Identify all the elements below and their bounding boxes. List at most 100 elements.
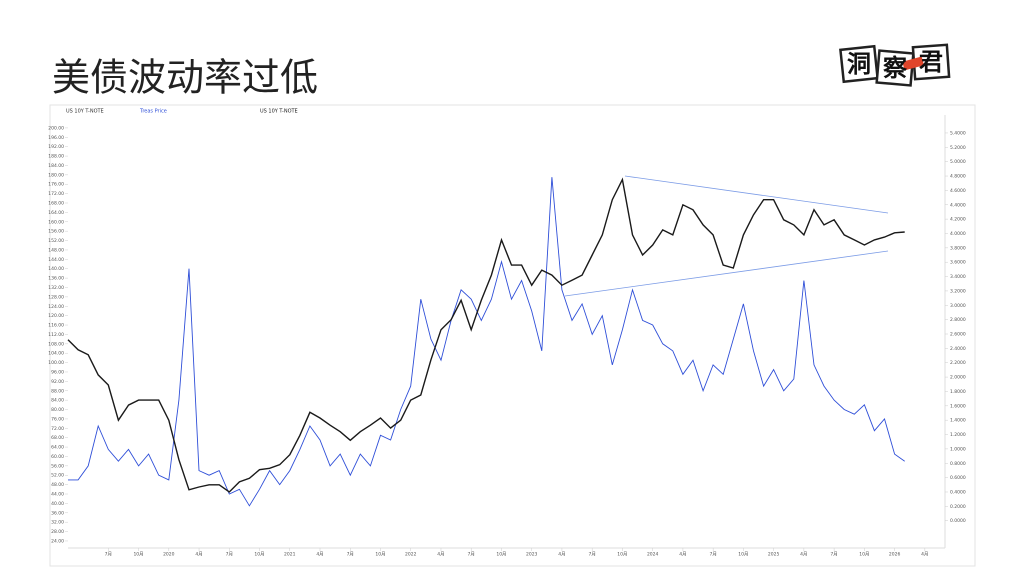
logo-box [839,44,879,84]
logo: 洞 察 君 [839,43,951,87]
y2-tick-label: 4.2000 [950,217,966,223]
y-tick-label: 48.00 [51,482,64,488]
x-tick-label: 7月 [830,552,837,558]
y-tick-label: 172.00 [48,191,64,197]
logo-char: 洞 [847,50,871,78]
trend-line [624,175,889,214]
logo-box [875,49,915,87]
y-tick-label: 132.00 [48,285,64,291]
y2-tick-label: 0.4000 [950,489,966,495]
y2-tick-label: 1.2000 [950,432,966,438]
x-tick-label: 10月 [375,552,385,558]
y2-tick-label: 0.6000 [950,475,966,481]
y-tick-label: 180.00 [48,172,64,178]
legend-entry: US 10Y T-NOTE [260,109,298,115]
y-tick-label: 28.00 [51,529,64,535]
x-tick-label: 4月 [316,552,323,558]
chart-frame [49,104,976,567]
y-tick-label: 148.00 [48,247,64,253]
series-line [67,177,905,493]
y-tick-label: 184.00 [48,163,64,169]
y-tick-label: 116.00 [48,323,64,329]
y2-tick-label: 5.4000 [950,130,966,136]
x-tick-label: 4月 [800,552,807,558]
y-tick-label: 76.00 [51,416,64,422]
x-tick-label: 2023 [526,552,538,558]
x-tick-label: 4月 [921,552,928,558]
y2-tick-label: 0.2000 [950,504,966,510]
y2-tick-label: 1.8000 [950,389,966,395]
y-tick-label: 60.00 [51,454,64,460]
x-tick-label: 4月 [195,552,202,558]
y2-tick-label: 4.6000 [950,188,966,194]
y-tick-label: 84.00 [51,398,64,404]
y2-tick-label: 1.6000 [950,403,966,409]
y-tick-label: 124.00 [48,304,64,310]
y-tick-label: 64.00 [51,445,64,451]
y-tick-label: 112.00 [48,332,64,338]
y-tick-label: 24.00 [51,538,64,544]
x-tick-label: 2024 [647,552,659,558]
x-tick-label: 10月 [617,552,627,558]
x-tick-label: 2021 [284,552,296,558]
x-tick-label: 10月 [133,552,143,558]
logo-accent [902,56,924,71]
x-tick-label: 10月 [859,552,869,558]
x-tick-label: 7月 [105,552,112,558]
y2-tick-label: 3.0000 [950,303,966,309]
y-tick-label: 160.00 [48,219,64,225]
y-tick-label: 100.00 [48,360,64,366]
x-tick-label: 4月 [558,552,565,558]
y-tick-label: 56.00 [51,463,64,469]
x-tick-label: 10月 [496,552,506,558]
y2-tick-label: 4.8000 [950,174,966,180]
y-tick-label: 36.00 [51,510,64,516]
y-tick-label: 96.00 [51,369,64,375]
y-tick-label: 192.00 [48,144,64,150]
x-tick-label: 2022 [405,552,417,558]
y-tick-label: 164.00 [48,210,64,216]
y-tick-label: 44.00 [51,492,64,498]
y-tick-label: 68.00 [51,435,64,441]
y-tick-label: 72.00 [51,426,64,432]
logo-char: 君 [919,48,943,76]
y2-tick-label: 2.2000 [950,360,966,366]
y-tick-label: 196.00 [48,135,64,141]
legend-entry: Treas Price [139,109,167,115]
y-tick-label: 128.00 [48,294,64,300]
y2-tick-label: 2.6000 [950,332,966,338]
x-tick-label: 10月 [738,552,748,558]
y-tick-label: 144.00 [48,257,64,263]
y2-tick-label: 3.4000 [950,274,966,280]
chart-subtitle: US 10Y T-NOTE [66,109,104,115]
y2-tick-label: 4.0000 [950,231,966,237]
y-tick-label: 92.00 [51,379,64,385]
x-tick-label: 2020 [163,552,175,558]
y2-tick-label: 0.8000 [950,461,966,467]
series-line [68,177,905,507]
y-tick-label: 136.00 [48,276,64,282]
y-tick-label: 80.00 [51,407,64,413]
y2-tick-label: 4.4000 [950,202,966,208]
y2-tick-label: 3.6000 [950,260,966,266]
x-tick-label: 2025 [768,552,780,558]
x-tick-label: 4月 [437,552,444,558]
x-tick-label: 10月 [254,552,264,558]
y2-tick-label: 2.4000 [950,346,966,352]
y-tick-label: 156.00 [48,229,64,235]
slide-title: 美债波动率过低 [52,56,318,100]
y-tick-label: 32.00 [51,520,64,526]
y-tick-label: 176.00 [48,182,64,188]
y-tick-label: 104.00 [48,351,64,357]
y2-tick-label: 2.8000 [950,317,966,323]
y2-tick-label: 1.0000 [950,446,966,452]
x-tick-label: 2026 [889,552,901,558]
x-tick-label: 7月 [468,552,475,558]
y2-tick-label: 1.4000 [950,418,966,424]
y-tick-label: 88.00 [51,388,64,394]
y-tick-label: 40.00 [51,501,64,507]
y-tick-label: 120.00 [48,313,64,319]
y-tick-label: 188.00 [48,154,64,160]
y-tick-label: 52.00 [51,473,64,479]
